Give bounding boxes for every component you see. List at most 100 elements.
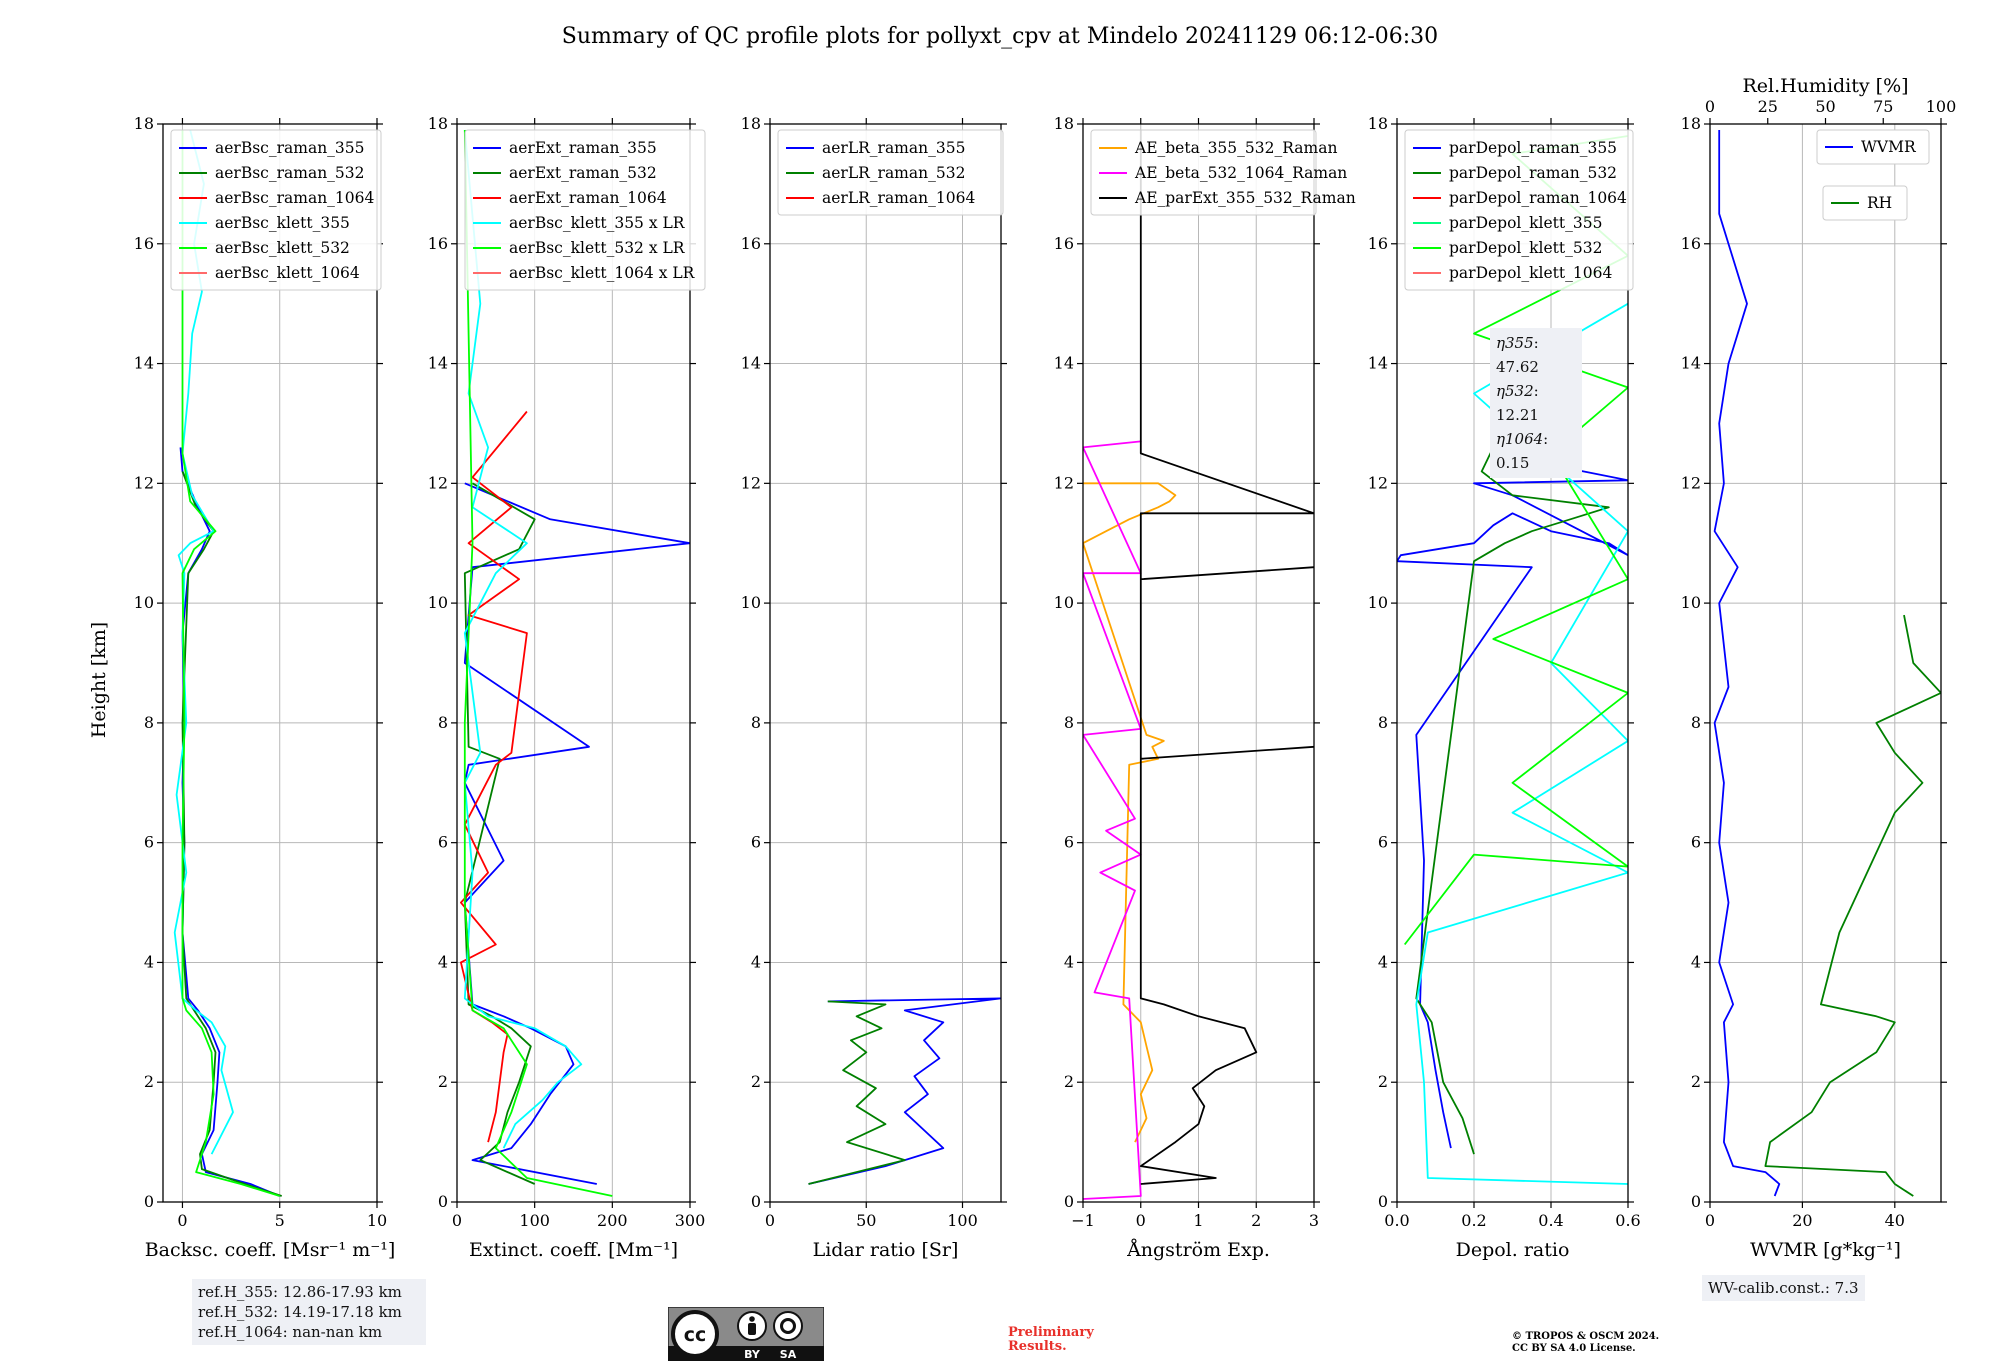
y-tick-label: 0 xyxy=(751,1192,761,1211)
series-group xyxy=(808,997,1001,1185)
x-tick-label: 1 xyxy=(1193,1211,1203,1230)
y-tick-label: 4 xyxy=(1691,952,1701,971)
y-tick-label: 18 xyxy=(741,114,761,133)
sa-label: SA xyxy=(780,1348,797,1361)
x-tick-label: −1 xyxy=(1071,1211,1095,1230)
cc-by-sa-badge: cc BY SA xyxy=(668,1307,824,1361)
copyright-note: © TROPOS & OSCM 2024. CC BY SA 4.0 Licen… xyxy=(1512,1331,1659,1355)
figure-title: Summary of QC profile plots for pollyxt_… xyxy=(562,24,1438,49)
legend-label: AE_beta_355_532_Raman xyxy=(1134,139,1337,157)
legend-box xyxy=(1822,185,1908,221)
x-axis-label: Depol. ratio xyxy=(1456,1239,1570,1261)
series-AE_beta_355_532_Raman xyxy=(1083,482,1177,1143)
y-tick-label: 12 xyxy=(741,473,761,492)
series-group xyxy=(1083,130,1314,1200)
legend-box xyxy=(777,129,1004,216)
y-tick-label: 10 xyxy=(741,593,761,612)
series-aerBsc_raman_355 xyxy=(179,447,281,1197)
eta-532-value: : 12.21 xyxy=(1496,382,1539,424)
y-tick-label: 10 xyxy=(1054,593,1074,612)
eta-355: η355: 47.62 xyxy=(1496,331,1576,379)
wv-calib-box: WV-calib.const.: 7.3 xyxy=(1702,1275,1865,1301)
legend-label: aerExt_raman_532 xyxy=(509,164,657,182)
series-aerBsc_klett_355 x LR xyxy=(463,129,583,1149)
by-label: BY xyxy=(744,1348,761,1361)
y-tick-label: 10 xyxy=(428,593,448,612)
y-tick-label: 16 xyxy=(1054,234,1074,253)
y-tick-label: 4 xyxy=(751,952,761,971)
y-tick-label: 4 xyxy=(1378,952,1388,971)
x-tick-label: 0.2 xyxy=(1461,1211,1486,1230)
x-tick-label: 0.0 xyxy=(1384,1211,1409,1230)
axes-frame xyxy=(1396,123,1629,1203)
eta-1064-label: η1064 xyxy=(1496,430,1544,448)
y-tick-label: 6 xyxy=(1691,833,1701,852)
series-parDepol_raman_355 xyxy=(1397,452,1628,1149)
legend-label: aerBsc_klett_532 xyxy=(215,239,350,257)
x-axis-label: Extinct. coeff. [Mm⁻¹] xyxy=(469,1239,678,1261)
top-tick-label: 25 xyxy=(1758,97,1778,116)
y-tick-label: 2 xyxy=(1378,1072,1388,1091)
sa-share-icon xyxy=(773,1311,803,1341)
series-group xyxy=(1397,135,1628,1185)
ref-height-box: ref.H_355: 12.86-17.93 km ref.H_532: 14.… xyxy=(192,1279,426,1345)
legend-label: aerBsc_raman_355 xyxy=(215,139,365,157)
series-AE_beta_532_1064_Raman xyxy=(1083,440,1142,1200)
series-RH xyxy=(1764,614,1941,1197)
cc-logo-icon xyxy=(671,1310,719,1358)
y-tick-label: 12 xyxy=(1054,473,1074,492)
legend-label: aerBsc_klett_1064 x LR xyxy=(509,264,696,282)
legend-box xyxy=(1404,129,1634,291)
legend-label: aerExt_raman_355 xyxy=(509,139,657,157)
y-tick-label: 8 xyxy=(1064,713,1074,732)
series-parDepol_raman_532 xyxy=(1415,447,1610,1155)
x-axis-label: Backsc. coeff. [Msr⁻¹ m⁻¹] xyxy=(145,1239,396,1261)
x-tick-label: 0 xyxy=(452,1211,462,1230)
x-tick-label: 0 xyxy=(1136,1211,1146,1230)
x-tick-label: 10 xyxy=(367,1211,387,1230)
legend-label: parDepol_klett_532 xyxy=(1449,239,1602,257)
y-tick-label: 4 xyxy=(438,952,448,971)
series-group xyxy=(1713,130,1941,1197)
copyright-line-1: © TROPOS & OSCM 2024. xyxy=(1512,1331,1660,1342)
y-tick-label: 12 xyxy=(134,473,154,492)
y-tick-label: 8 xyxy=(751,713,761,732)
axes-frame xyxy=(769,123,1002,1203)
axes-frame xyxy=(162,123,378,1203)
y-tick-label: 6 xyxy=(1064,833,1074,852)
legend-label: aerBsc_klett_355 x LR xyxy=(509,214,686,232)
series-aerBsc_klett_532 x LR xyxy=(463,129,613,1197)
y-tick-label: 12 xyxy=(1368,473,1388,492)
cc-logo-text: cc xyxy=(684,1324,707,1346)
top-tick-label: 100 xyxy=(1926,97,1957,116)
y-tick-label: 0 xyxy=(144,1192,154,1211)
y-axis-label: Height [km] xyxy=(88,622,110,738)
wv-calib-const: WV-calib.const.: 7.3 xyxy=(1708,1279,1859,1297)
y-tick-label: 2 xyxy=(751,1072,761,1091)
y-tick-label: 0 xyxy=(1064,1192,1074,1211)
legend-label: RH xyxy=(1867,194,1892,212)
x-tick-label: 0 xyxy=(177,1211,187,1230)
y-tick-label: 18 xyxy=(1054,114,1074,133)
y-tick-label: 14 xyxy=(741,354,761,373)
eta-box: η355: 47.62 η532: 12.21 η1064: 0.15 xyxy=(1490,328,1582,478)
y-tick-label: 16 xyxy=(1368,234,1388,253)
x-axis-label: Ångström Exp. xyxy=(1126,1239,1270,1261)
ref-height-532: ref.H_532: 14.19-17.18 km xyxy=(198,1303,402,1321)
series-aerLR_raman_532 xyxy=(808,1000,906,1185)
y-tick-label: 8 xyxy=(1378,713,1388,732)
series-group xyxy=(459,129,690,1197)
y-tick-label: 0 xyxy=(438,1192,448,1211)
panel-5: 0.0 0.2 0.4 0.6 0 2 4 6 8 10 12 14 16 18 Depol. ratio p… xyxy=(1368,114,1641,1261)
legend-box xyxy=(464,129,706,291)
y-tick-label: 16 xyxy=(1681,234,1701,253)
y-tick-label: 4 xyxy=(1064,952,1074,971)
preliminary-line-1: Preliminary xyxy=(1008,1325,1094,1340)
series-aerLR_raman_355 xyxy=(808,997,1001,1185)
y-tick-label: 0 xyxy=(1378,1192,1388,1211)
axes-frame xyxy=(1709,123,1942,1203)
x-tick-label: 3 xyxy=(1309,1211,1319,1230)
y-tick-label: 14 xyxy=(1681,354,1701,373)
y-tick-label: 6 xyxy=(1378,833,1388,852)
